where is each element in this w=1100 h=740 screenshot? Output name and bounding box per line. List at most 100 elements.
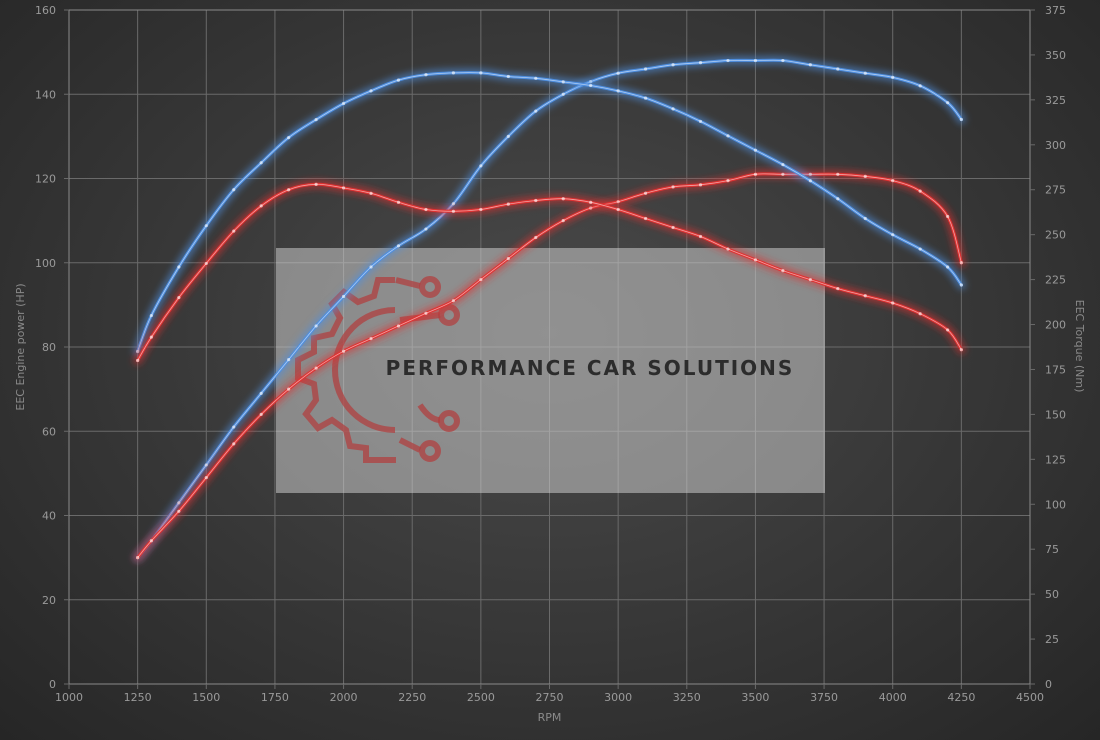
data-point: [753, 148, 758, 152]
data-point: [918, 247, 922, 251]
data-point: [369, 265, 373, 269]
data-point: [863, 216, 867, 221]
y2-tick-label: 325: [1045, 94, 1066, 107]
data-point: [891, 179, 895, 183]
x-tick-label: 3250: [673, 691, 701, 704]
data-point: [891, 301, 895, 305]
data-point: [808, 278, 812, 282]
data-point: [287, 136, 291, 140]
data-point: [946, 265, 950, 269]
data-point: [644, 67, 648, 71]
data-point: [959, 261, 963, 265]
data-point: [644, 96, 648, 100]
data-point: [232, 425, 236, 429]
axes: 1000 1250 1500 1750 2000 2250 2500 2750 3000 3250…: [14, 4, 1086, 724]
data-point: [918, 84, 922, 88]
data-point: [808, 179, 812, 183]
data-point: [424, 311, 428, 315]
data-point: [561, 197, 565, 201]
x-tick-label: 3000: [604, 691, 632, 704]
data-point: [396, 78, 401, 82]
data-point: [534, 198, 538, 203]
data-point: [726, 179, 730, 183]
data-point: [671, 185, 675, 189]
y2-tick-label: 250: [1045, 229, 1066, 242]
data-point: [341, 294, 346, 299]
data-point: [698, 61, 703, 65]
data-point: [177, 509, 181, 513]
data-point: [726, 134, 730, 138]
series-highlight: [137, 173, 962, 558]
data-point: [369, 89, 373, 93]
data-point: [534, 109, 538, 113]
data-point: [534, 235, 538, 240]
y2-tick-label: 100: [1045, 498, 1066, 511]
data-point: [698, 119, 703, 124]
y2-tick-label: 300: [1045, 139, 1066, 152]
data-point: [259, 412, 263, 416]
series-highlight: [137, 59, 962, 558]
y2-tick-label: 275: [1045, 184, 1066, 197]
data-point: [946, 101, 950, 105]
data-point: [287, 387, 291, 391]
data-point: [479, 278, 483, 282]
x-tick-label: 1000: [55, 691, 83, 704]
data-point: [232, 442, 236, 446]
data-point: [396, 244, 401, 248]
data-point: [479, 207, 483, 212]
data-point: [259, 161, 263, 165]
data-point: [671, 225, 675, 230]
y2-tick-label: 50: [1045, 588, 1059, 601]
data-point: [451, 299, 455, 303]
data-point: [836, 286, 840, 291]
data-point: [259, 204, 263, 208]
data-point: [424, 73, 428, 77]
data-point: [287, 188, 291, 192]
data-point: [396, 200, 401, 204]
y-tick-label: 20: [42, 594, 56, 607]
data-point: [753, 172, 758, 176]
data-point: [726, 247, 730, 251]
data-point: [149, 313, 153, 318]
y-tick-label: 160: [35, 4, 56, 17]
data-point: [863, 294, 867, 298]
data-point: [959, 117, 963, 122]
data-point: [946, 214, 950, 219]
data-point: [753, 258, 758, 262]
data-point: [781, 172, 785, 176]
data-point: [644, 191, 648, 195]
data-point: [287, 358, 291, 362]
data-point: [424, 207, 428, 212]
watermark-text: PERFORMANCE CAR SOLUTIONS: [386, 356, 795, 380]
data-point: [396, 324, 401, 328]
data-point: [506, 74, 510, 79]
data-point: [204, 475, 208, 480]
data-point: [451, 209, 455, 213]
data-point: [671, 107, 675, 111]
data-point: [136, 358, 140, 363]
y-tick-label: 40: [42, 510, 56, 523]
y-tick-label: 140: [35, 88, 56, 101]
data-point: [836, 197, 840, 201]
data-point: [589, 83, 593, 88]
y2-tick-label: 225: [1045, 274, 1066, 287]
x-tick-label: 1500: [192, 691, 220, 704]
data-point: [232, 229, 236, 233]
data-point: [314, 366, 318, 370]
data-point: [506, 202, 510, 206]
data-point: [781, 162, 785, 167]
data-point: [149, 539, 153, 543]
x-tick-label: 4000: [879, 691, 907, 704]
data-point: [946, 328, 950, 332]
data-point: [561, 92, 565, 96]
data-point: [506, 256, 510, 261]
data-point: [918, 189, 922, 193]
data-point: [479, 164, 483, 168]
data-point: [616, 207, 620, 212]
data-point: [561, 219, 565, 223]
data-point: [424, 227, 428, 231]
series-highlight: [137, 183, 962, 361]
y2-tick-label: 0: [1045, 678, 1052, 691]
data-point: [891, 233, 895, 237]
series-line-1: [133, 55, 966, 563]
